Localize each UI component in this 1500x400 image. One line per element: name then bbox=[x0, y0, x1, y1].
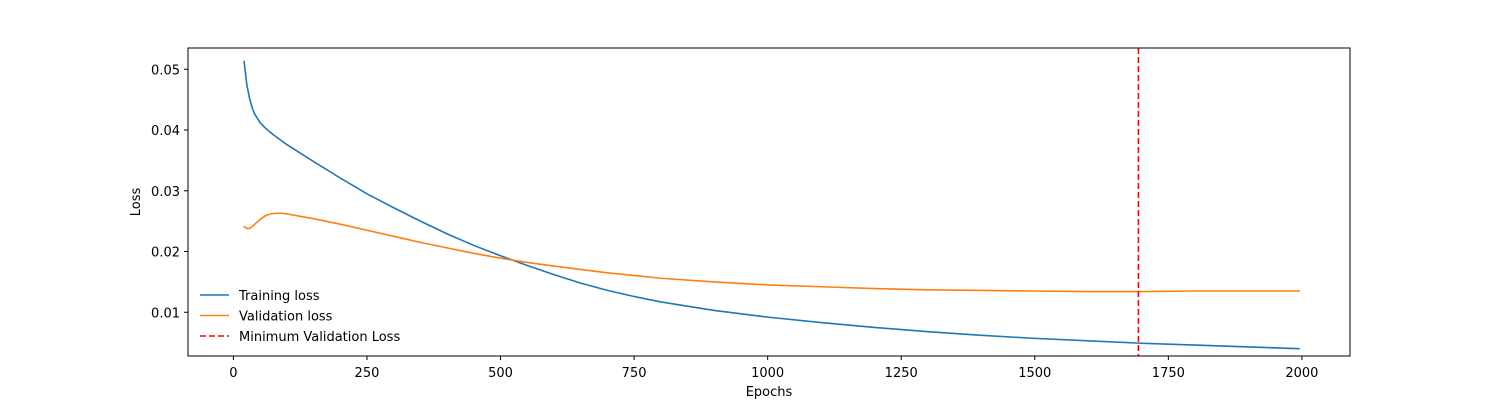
x-axis-label: Epochs bbox=[746, 385, 793, 400]
axes-frame bbox=[187, 47, 1351, 357]
x-tick-label: 250 bbox=[355, 366, 380, 381]
legend-label: Training loss bbox=[238, 289, 320, 304]
x-tick-label: 1000 bbox=[751, 366, 784, 381]
y-axis-label: Loss bbox=[129, 188, 144, 217]
x-tick-label: 1750 bbox=[1152, 366, 1185, 381]
x-axis-ticks: 0 250 500 750 1000 1250 1500 1750 2000 bbox=[229, 356, 1318, 381]
x-tick-label: 500 bbox=[488, 366, 513, 381]
x-tick-label: 750 bbox=[622, 366, 647, 381]
y-tick-label: 0.05 bbox=[151, 63, 180, 78]
legend: Training loss Validation loss Minimum Vali… bbox=[200, 289, 400, 345]
x-tick-label: 2000 bbox=[1285, 366, 1318, 381]
y-tick-label: 0.02 bbox=[151, 246, 180, 261]
y-tick-label: 0.01 bbox=[151, 306, 180, 321]
series-line-validation-loss bbox=[243, 212, 1301, 293]
x-tick-label: 1250 bbox=[885, 366, 918, 381]
series-line-training-loss bbox=[243, 60, 1301, 350]
y-axis-ticks: 0.01 0.02 0.03 0.04 0.05 bbox=[151, 63, 188, 321]
x-tick-label: 0 bbox=[229, 366, 237, 381]
y-tick-label: 0.04 bbox=[151, 124, 180, 139]
y-tick-label: 0.03 bbox=[151, 185, 180, 200]
x-tick-label: 1500 bbox=[1018, 366, 1051, 381]
legend-label: Validation loss bbox=[239, 310, 333, 325]
plot-area bbox=[243, 48, 1301, 356]
legend-label: Minimum Validation Loss bbox=[239, 330, 400, 345]
